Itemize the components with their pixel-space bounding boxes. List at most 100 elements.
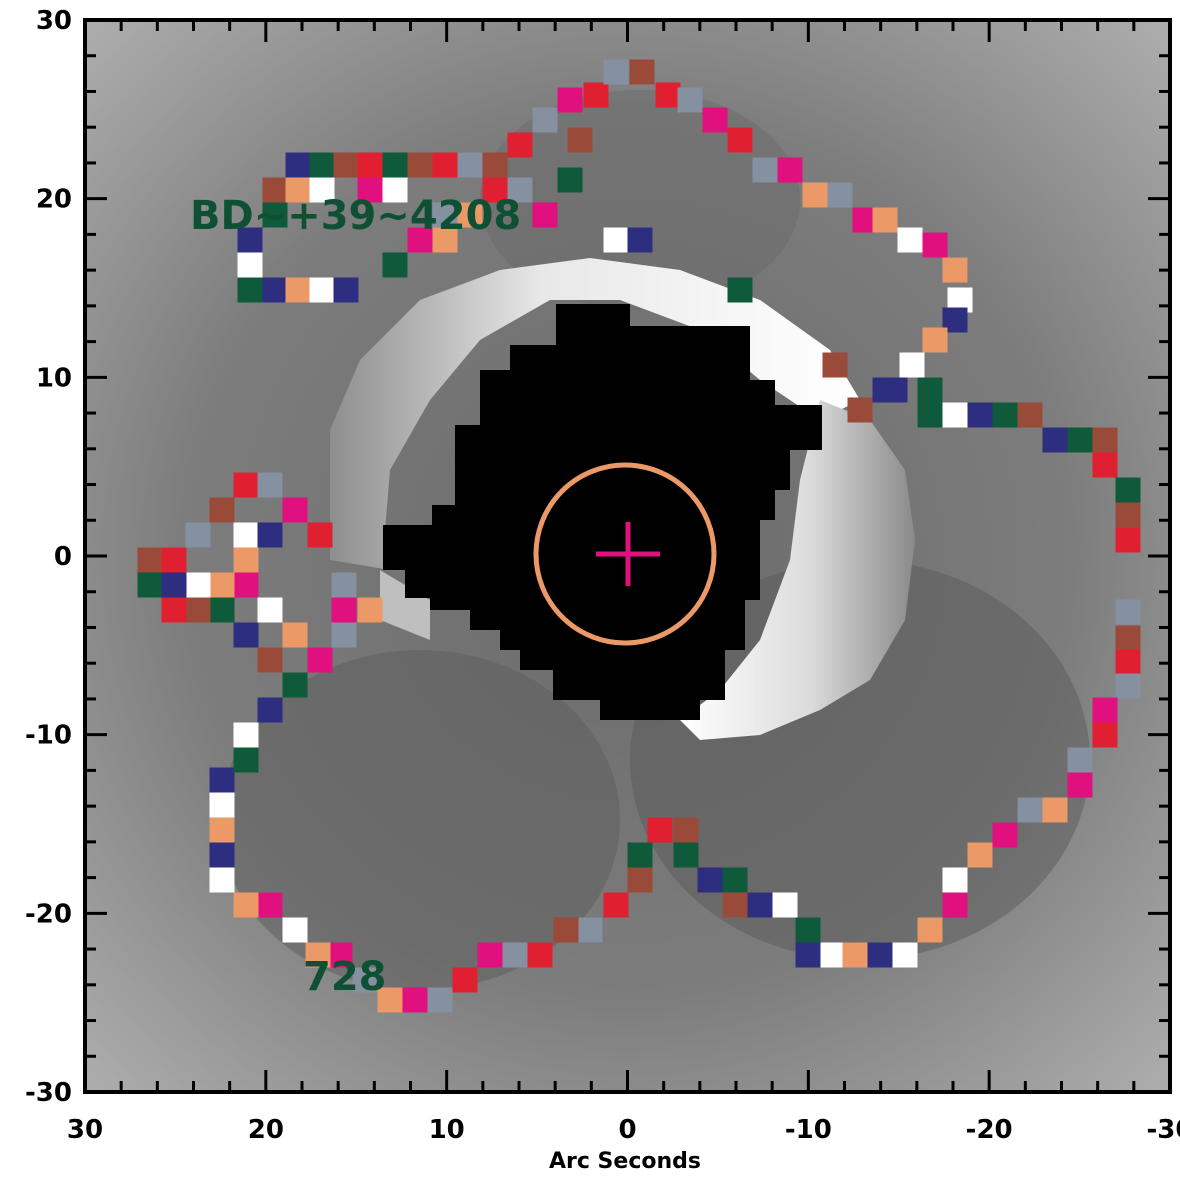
contour-pixel (432, 152, 458, 178)
contour-pixel (282, 497, 308, 523)
contour-pixel (432, 202, 458, 228)
contour-pixel (967, 402, 993, 428)
contour-pixel (209, 867, 235, 893)
contour-pixel (1092, 697, 1118, 723)
contour-pixel (1067, 427, 1093, 453)
contour-pixel (233, 622, 259, 648)
x-tick-label: 10 (429, 1115, 465, 1145)
contour-pixel (357, 177, 383, 203)
contour-pixel (817, 942, 843, 968)
contour-pixel (1042, 427, 1068, 453)
contour-pixel (603, 59, 629, 85)
x-tick-label: -10 (785, 1115, 832, 1145)
contour-pixel (1092, 427, 1118, 453)
contour-pixel (357, 597, 383, 623)
contour-pixel (185, 522, 211, 548)
contour-pixel (331, 597, 357, 623)
contour-pixel (502, 942, 528, 968)
contour-pixel (992, 822, 1018, 848)
x-tick-label: -30 (1147, 1115, 1180, 1145)
contour-pixel (233, 572, 259, 598)
y-tick-label: 20 (36, 185, 72, 215)
contour-pixel (677, 87, 703, 113)
contour-pixel (702, 107, 728, 133)
contour-pixel (161, 547, 187, 573)
annotation-star-name: BD~+39~4208 (190, 193, 521, 239)
contour-pixel (747, 892, 773, 918)
contour-pixel (185, 572, 211, 598)
contour-pixel (722, 892, 748, 918)
contour-pixel (603, 227, 629, 253)
x-tick-label: 20 (248, 1115, 284, 1145)
contour-pixel (477, 942, 503, 968)
contour-pixel (209, 817, 235, 843)
contour-pixel (427, 987, 453, 1013)
shadow-lobe-left (220, 650, 620, 990)
contour-pixel (262, 202, 288, 228)
contour-pixel (257, 597, 283, 623)
contour-pixel (583, 82, 609, 108)
contour-pixel (331, 622, 357, 648)
contour-pixel (967, 842, 993, 868)
contour-pixel (233, 747, 259, 773)
contour-pixel (899, 352, 925, 378)
contour-pixel (233, 472, 259, 498)
contour-pixel (1067, 772, 1093, 798)
contour-pixel (1115, 599, 1141, 625)
contour-pixel (673, 842, 699, 868)
contour-pixel (627, 867, 653, 893)
contour-pixel (377, 987, 403, 1013)
contour-pixel (673, 817, 699, 843)
contour-pixel (842, 942, 868, 968)
contour-pixel (577, 917, 603, 943)
contour-pixel (233, 547, 259, 573)
contour-pixel (827, 182, 853, 208)
pixel-contour (137, 59, 1141, 1013)
contour-pixel (942, 402, 968, 428)
contour-pixel (1115, 673, 1141, 699)
contour-pixel (942, 892, 968, 918)
x-tick-label: -20 (966, 1115, 1013, 1145)
contour-pixel (257, 472, 283, 498)
contour-pixel (872, 207, 898, 233)
contour-pixel (629, 59, 655, 85)
contour-pixel (532, 202, 558, 228)
axis-ticks (83, 18, 1172, 1094)
contour-pixel (627, 227, 653, 253)
contour-pixel (382, 252, 408, 278)
contour-pixel (527, 942, 553, 968)
contour-pixel (432, 227, 458, 253)
contour-pixel (233, 892, 259, 918)
contour-pixel (257, 697, 283, 723)
contour-pixel (1115, 649, 1141, 675)
contour-pixel (647, 817, 673, 843)
contour-pixel (331, 572, 357, 598)
contour-pixel (209, 767, 235, 793)
marker-circle (533, 462, 717, 646)
contour-pixel (257, 522, 283, 548)
halo-lower-left (380, 570, 430, 640)
contour-pixel (209, 842, 235, 868)
contour-pixel (262, 177, 288, 203)
contour-pixel (922, 232, 948, 258)
contour-pixel (897, 227, 923, 253)
contour-pixel (285, 177, 311, 203)
contour-pixel (603, 892, 629, 918)
contour-pixel (1042, 797, 1068, 823)
contour-pixel (1115, 477, 1141, 503)
contour-pixel (867, 942, 893, 968)
y-tick-label: -10 (25, 721, 72, 751)
contour-pixel (327, 942, 353, 968)
contour-pixel (137, 547, 163, 573)
contour-pixel (237, 277, 263, 303)
contour-pixel (1115, 527, 1141, 553)
contour-pixel (309, 177, 335, 203)
contour-pixel (161, 572, 187, 598)
contour-pixel (557, 87, 583, 113)
contour-pixel (482, 152, 508, 178)
y-tick-label: -20 (25, 899, 72, 929)
contour-pixel (942, 257, 968, 283)
saturated-core (383, 304, 822, 720)
contour-pixel (1017, 797, 1043, 823)
